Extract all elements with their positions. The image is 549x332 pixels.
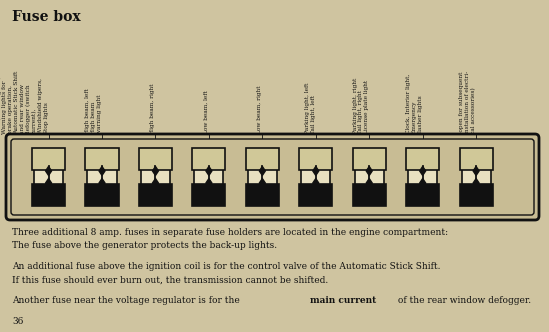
Text: Clock, Interior light,
Emergency
flasher lights: Clock, Interior light, Emergency flasher… [406,74,423,134]
Bar [86,184,119,206]
Bar [141,166,170,188]
Bar [248,166,277,188]
Bar [301,166,330,188]
Text: High beam, left
High beam
warning light: High beam, left High beam warning light [86,88,102,134]
FancyBboxPatch shape [11,139,534,215]
Bar [246,184,279,206]
Polygon shape [206,179,212,188]
FancyBboxPatch shape [6,134,539,220]
Polygon shape [366,166,372,175]
Bar [355,166,384,188]
Text: 36: 36 [12,316,24,325]
Text: main current: main current [310,296,376,305]
Polygon shape [313,179,319,188]
Bar [299,148,332,170]
Polygon shape [153,179,159,188]
Polygon shape [206,166,212,175]
Text: If this fuse should ever burn out, the transmission cannot be shifted.: If this fuse should ever burn out, the t… [12,276,328,285]
Bar [460,148,492,170]
Bar [352,148,386,170]
Text: An additional fuse above the ignition coil is for the control valve of the Autom: An additional fuse above the ignition co… [12,262,440,271]
Text: The fuse above the generator protects the back-up lights.: The fuse above the generator protects th… [12,241,277,251]
Text: Another fuse near the voltage regulator is for the: Another fuse near the voltage regulator … [12,296,243,305]
Polygon shape [46,179,52,188]
Text: Low beam, left: Low beam, left [204,90,209,134]
Text: Horn, Turn signals,
Warning lights for
brake operation,
Automatic Stick Shift
an: Horn, Turn signals, Warning lights for b… [0,71,48,134]
Text: of the rear window defogger.: of the rear window defogger. [395,296,531,305]
Bar [34,166,63,188]
Bar [32,148,65,170]
Polygon shape [153,166,159,175]
Polygon shape [46,166,52,175]
Bar [460,184,492,206]
Bar [192,148,226,170]
Text: Three additional 8 amp. fuses in separate fuse holders are located in the engine: Three additional 8 amp. fuses in separat… [12,228,448,237]
Bar [408,166,437,188]
Polygon shape [473,166,479,175]
Polygon shape [473,179,479,188]
Text: Fuse box: Fuse box [12,10,81,24]
Bar [352,184,386,206]
Polygon shape [259,166,265,175]
Bar [86,148,119,170]
Polygon shape [419,166,425,175]
Bar [87,166,116,188]
Text: Low beam, right: Low beam, right [257,85,262,134]
Text: (open for subsequent
installation of electri-
cal accessories): (open for subsequent installation of ele… [459,71,476,134]
Bar [194,166,223,188]
Polygon shape [313,166,319,175]
Polygon shape [366,179,372,188]
Bar [32,184,65,206]
Bar [192,184,226,206]
Text: Parking light, right
Tail light, right
License plate light: Parking light, right Tail light, right L… [352,78,369,134]
Bar [406,184,439,206]
Bar [139,184,172,206]
Polygon shape [259,179,265,188]
Bar [139,148,172,170]
Polygon shape [419,179,425,188]
Polygon shape [99,179,105,188]
Text: Parking light, left
Tail light, left: Parking light, left Tail light, left [305,82,316,134]
Bar [462,166,491,188]
Bar [299,184,332,206]
Bar [246,148,279,170]
Bar [406,148,439,170]
Text: High beam, right: High beam, right [150,83,155,134]
Polygon shape [99,166,105,175]
